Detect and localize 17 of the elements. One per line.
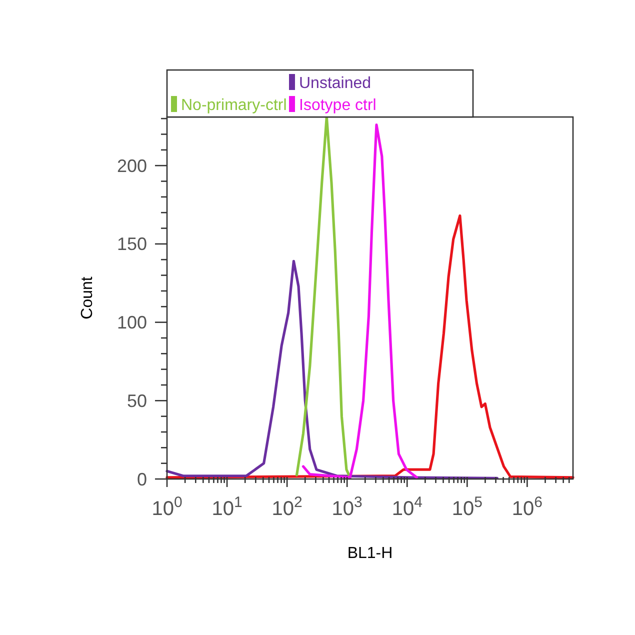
legend-label: Unstained [299, 75, 372, 92]
y-tick-label: 200 [116, 156, 147, 176]
x-tick-label: 10$^{5}$ [452, 494, 482, 520]
x-tick-label: 10$^{3}$ [332, 494, 362, 520]
x-tick-label: 10$^{6}$ [512, 494, 542, 520]
x-tick-label: 10$^{4}$ [392, 494, 422, 520]
y-axis-title: Count [79, 276, 96, 320]
legend-label: No-primary-ctrl [181, 97, 287, 114]
legend-label: Isotype ctrl [299, 97, 376, 114]
x-axis-title: BL1-H [347, 545, 393, 562]
x-tick-label: 10$^{1}$ [212, 494, 242, 520]
y-tick-label: 0 [136, 469, 147, 490]
y-tick-label: 100 [116, 312, 147, 333]
x-tick-label: 10$^{2}$ [272, 494, 302, 520]
y-tick-label: 50 [126, 390, 147, 411]
x-tick-label: 10$^{0}$ [152, 494, 182, 520]
y-tick-label: 150 [116, 234, 147, 254]
